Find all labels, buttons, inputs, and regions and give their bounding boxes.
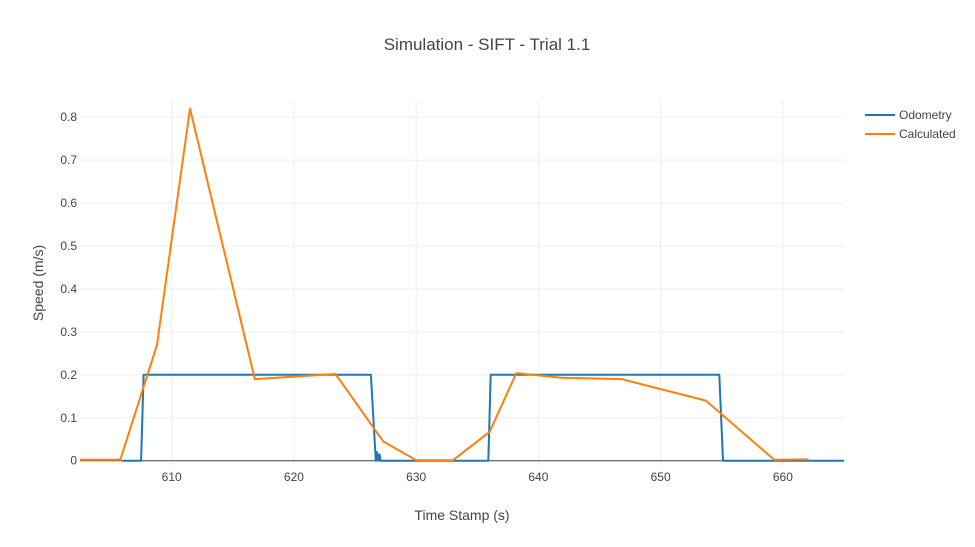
series-line-odometry — [122, 373, 844, 462]
y-tick-label: 0.8 — [60, 110, 77, 124]
chart-title: Simulation - SIFT - Trial 1.1 — [384, 35, 591, 54]
y-tick-label: 0.7 — [60, 153, 77, 167]
y-tick-label: 0.4 — [60, 282, 77, 296]
x-tick-label: 630 — [406, 470, 426, 484]
y-tick-label: 0.1 — [60, 411, 77, 425]
plot-area — [80, 107, 844, 462]
legend-label: Odometry — [899, 108, 952, 122]
series-line-calculated — [80, 107, 809, 462]
x-tick-label: 610 — [162, 470, 182, 484]
x-axis-label: Time Stamp (s) — [414, 507, 509, 523]
y-axis-ticks: 0 0.1 0.2 0.3 0.4 0.5 0.6 0.7 0.8 — [60, 110, 77, 468]
x-tick-label: 650 — [651, 470, 671, 484]
y-tick-label: 0 — [70, 454, 77, 468]
x-tick-label: 660 — [773, 470, 793, 484]
legend-label: Calculated — [899, 127, 956, 141]
y-tick-label: 0.3 — [60, 325, 77, 339]
y-axis-label: Speed (m/s) — [30, 245, 46, 321]
x-axis-ticks: 610 620 630 640 650 660 — [162, 470, 794, 484]
legend: Odometry Calculated — [865, 108, 956, 141]
y-tick-label: 0.5 — [60, 239, 77, 253]
y-tick-label: 0.6 — [60, 196, 77, 210]
grid — [80, 100, 844, 465]
x-tick-label: 620 — [284, 470, 304, 484]
x-tick-label: 640 — [528, 470, 548, 484]
y-tick-label: 0.2 — [60, 368, 77, 382]
